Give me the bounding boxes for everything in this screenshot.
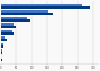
Bar (1, 43, 3, 45)
Bar (1, 23, 14, 26)
Bar (1, 19, 30, 22)
Bar (1, 17, 27, 19)
Bar (1, 56, 2, 59)
Bar (1, 13, 53, 15)
Bar (1, 10, 48, 13)
Bar (1, 30, 12, 32)
Bar (1, 32, 14, 35)
Bar (1, 4, 82, 6)
Bar (1, 26, 16, 28)
Bar (1, 36, 5, 39)
Bar (1, 6, 90, 9)
Bar (1, 49, 2, 52)
Bar (1, 39, 6, 41)
Bar (1, 59, 2, 61)
Bar (1, 45, 3, 48)
Bar (1, 52, 2, 54)
